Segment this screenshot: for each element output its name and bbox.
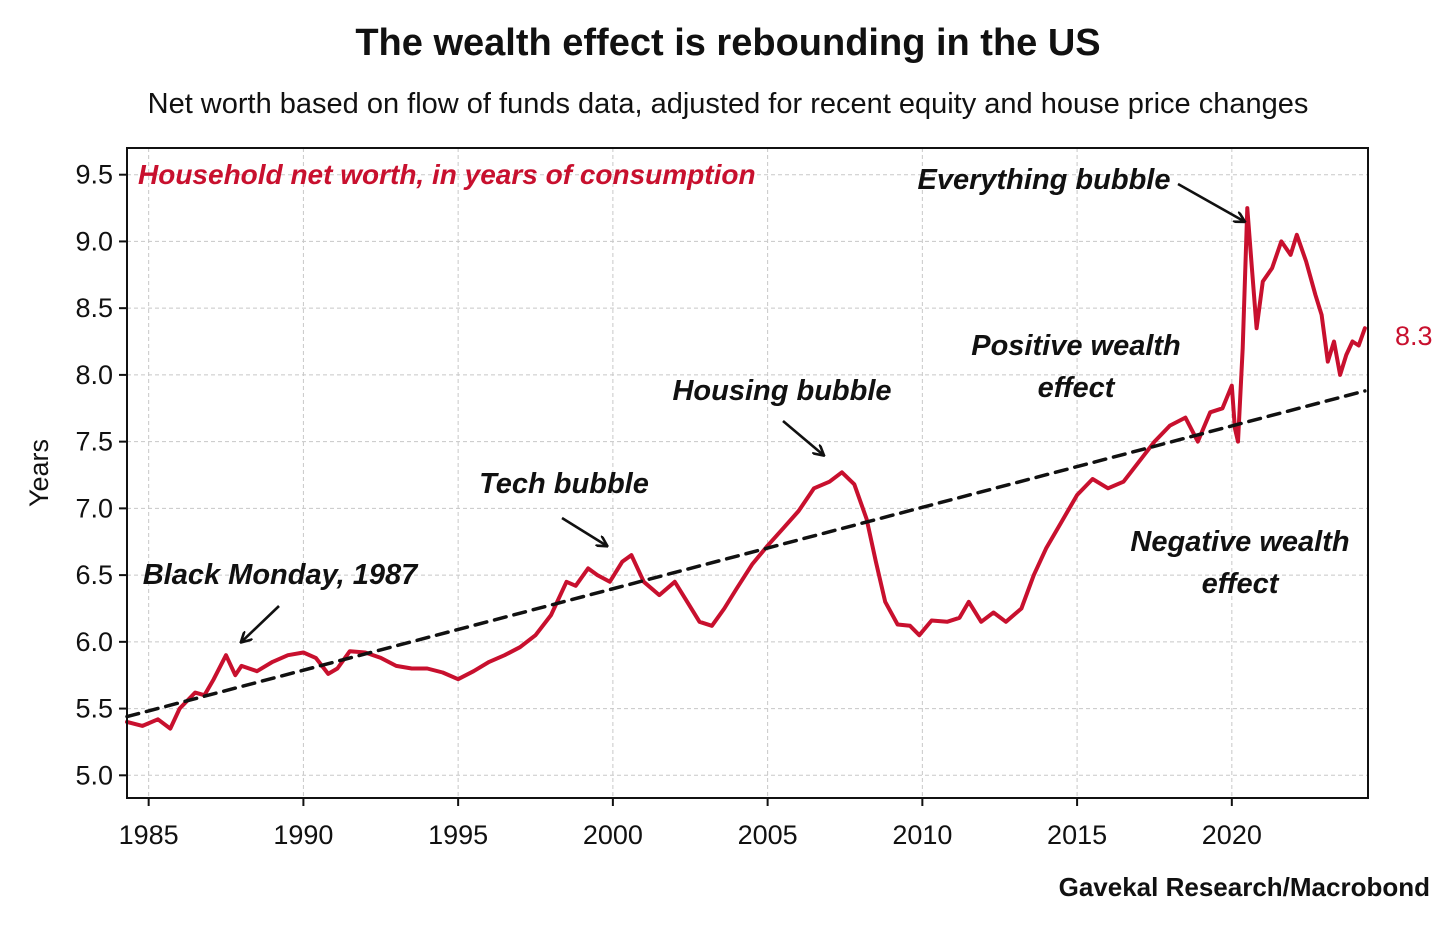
annotation-label: Black Monday, 1987 bbox=[143, 559, 419, 591]
annotation-label: Positive wealth effect bbox=[971, 330, 1181, 404]
y-tick-label: 6.0 bbox=[75, 627, 113, 657]
x-tick-label: 1985 bbox=[119, 820, 179, 850]
y-tick-label: 5.5 bbox=[75, 694, 113, 724]
y-tick-label: 8.5 bbox=[75, 293, 113, 323]
annotation-arrow bbox=[561, 516, 607, 546]
x-tick-label: 2000 bbox=[583, 820, 643, 850]
trend-line bbox=[125, 389, 1367, 719]
x-tick-label: 2010 bbox=[892, 820, 952, 850]
annotation-line: effect bbox=[1202, 568, 1280, 600]
chart-source: Gavekal Research/Macrobond bbox=[1058, 872, 1430, 902]
y-tick-label: 6.5 bbox=[75, 560, 113, 590]
x-tick-label: 1990 bbox=[273, 820, 333, 850]
annotation-label: Housing bubble bbox=[672, 375, 891, 407]
axis-ticks: 5.0 5.5 6.0 6.5 7.0 7.5 8.0 8.5 9.0 9.5 1985 1990 19… bbox=[75, 160, 1261, 850]
plot-frame bbox=[126, 147, 1369, 799]
y-tick-label: 9.5 bbox=[75, 160, 113, 190]
x-tick-label: 1995 bbox=[428, 820, 488, 850]
y-tick-label: 9.0 bbox=[75, 226, 113, 256]
annotation-line: Positive wealth bbox=[971, 330, 1181, 362]
annotation-arrow bbox=[1177, 182, 1244, 221]
annotation-arrow bbox=[242, 605, 280, 642]
annotation-label: Negative wealth effect bbox=[1130, 526, 1349, 600]
annotation-label: Everything bubble bbox=[918, 164, 1171, 196]
gridlines bbox=[127, 148, 1368, 798]
annotation-layer: Household net worth, in years of consump… bbox=[138, 159, 1350, 642]
series-layer bbox=[125, 206, 1367, 731]
annotation-label: Tech bubble bbox=[479, 468, 649, 500]
y-axis-label: Years bbox=[24, 439, 54, 507]
x-tick-label: 2015 bbox=[1047, 820, 1107, 850]
x-tick-label: 2020 bbox=[1202, 820, 1262, 850]
series-label: Household net worth, in years of consump… bbox=[138, 159, 756, 190]
y-tick-label: 8.0 bbox=[75, 360, 113, 390]
chart-title: The wealth effect is rebounding in the U… bbox=[355, 22, 1101, 64]
y-tick-label: 7.0 bbox=[75, 493, 113, 523]
net-worth-line bbox=[125, 206, 1367, 731]
x-tick-label: 2005 bbox=[738, 820, 798, 850]
chart-subtitle: Net worth based on flow of funds data, a… bbox=[147, 88, 1309, 120]
y-tick-label: 5.0 bbox=[75, 760, 113, 790]
y-tick-label: 7.5 bbox=[75, 427, 113, 457]
annotation-line: Negative wealth bbox=[1130, 526, 1349, 558]
last-value-label: 8.3 bbox=[1395, 321, 1433, 351]
annotation-line: effect bbox=[1038, 372, 1116, 404]
annotation-arrow bbox=[782, 420, 823, 455]
